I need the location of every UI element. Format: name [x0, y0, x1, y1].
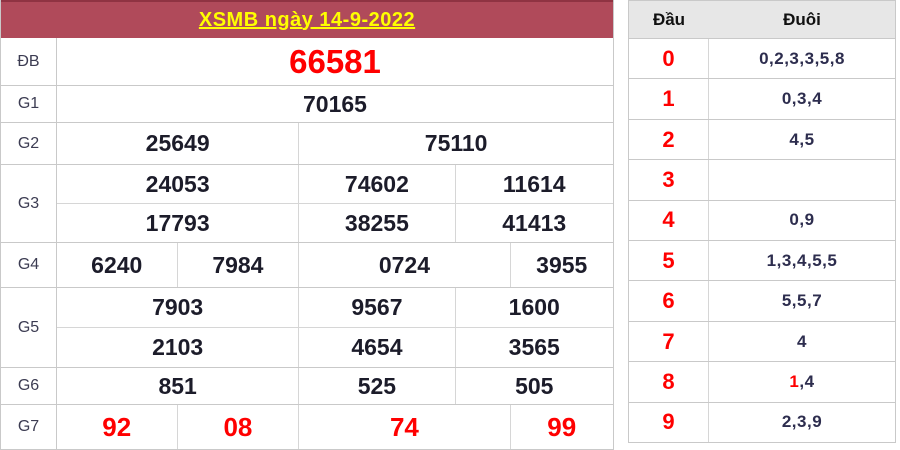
- prize-number: 41413: [454, 204, 613, 242]
- head-tail-row: 2 4,5: [629, 118, 895, 160]
- prize-numbers-area: 92 08 74 99: [57, 405, 613, 449]
- prize-number: 9567: [298, 288, 454, 327]
- prize-label: G2: [1, 123, 57, 164]
- dau-digit: 0: [629, 39, 709, 79]
- dau-column-header: Đầu: [652, 9, 686, 29]
- prize-number: 66581: [289, 42, 381, 80]
- head-tail-row: 4 0,9: [629, 199, 895, 241]
- prize-label: G4: [1, 243, 57, 287]
- duoi-digits: 0,3,4: [781, 89, 823, 109]
- dau-digit: 3: [629, 160, 709, 200]
- prize-number: 74: [298, 405, 509, 449]
- duoi-digits: 1,4: [789, 371, 815, 391]
- prize-numbers-area: 70165: [57, 86, 613, 122]
- prize-number: 70165: [303, 90, 367, 117]
- prize-row-đb: ĐB 66581: [1, 38, 613, 85]
- prize-number: 38255: [298, 204, 454, 242]
- prize-number: 7984: [176, 243, 299, 287]
- prize-number: 4654: [298, 328, 454, 367]
- prize-number: 75110: [298, 123, 613, 164]
- head-tail-row: 8 1,4: [629, 361, 895, 402]
- dau-digit: 7: [629, 321, 709, 362]
- prize-numbers-area: 6240 7984 0724 3955: [57, 243, 613, 287]
- head-tail-table: Đầu Đuôi 0 0,2,3,3,5,8 1 0,3,4 2 4,5 3 4 0,9 5 1,3…: [628, 0, 896, 443]
- duoi-digits: 0,9: [789, 210, 815, 230]
- prize-number: 74602: [298, 165, 454, 203]
- results-title-bar: XSMB ngày 14-9-2022: [1, 0, 613, 38]
- head-tail-row: 3: [629, 159, 895, 200]
- prize-row-g1: G1 70165: [1, 85, 613, 122]
- dau-digit: 1: [629, 79, 709, 119]
- prize-number: 3565: [454, 328, 613, 367]
- dau-digit: 8: [629, 362, 709, 402]
- prize-numbers-area: 851 525 505: [57, 368, 613, 404]
- prize-number: 7903: [152, 294, 204, 320]
- head-tail-row: 9 2,3,9: [629, 401, 895, 443]
- prize-number: 505: [454, 368, 613, 404]
- dau-digit: 4: [629, 200, 709, 241]
- prize-number: 17793: [145, 209, 210, 236]
- prize-row-g6: G6 851 525 505: [1, 367, 613, 404]
- prize-row-g4: G4 6240 7984 0724 3955: [1, 242, 613, 287]
- duoi-column-header: Đuôi: [783, 9, 821, 29]
- prize-number: 6240: [91, 251, 143, 278]
- head-tail-row: 6 5,5,7: [629, 280, 895, 321]
- prize-number: 25649: [145, 130, 210, 156]
- prize-number: 3955: [509, 243, 613, 287]
- prize-number: 24053: [145, 170, 210, 197]
- prize-number: 99: [509, 405, 613, 449]
- duoi-digits: 4,5: [789, 129, 815, 149]
- prize-label: G6: [1, 368, 57, 404]
- dau-digit: 5: [629, 241, 709, 281]
- prize-row-g5: G5 7903 9567 1600 2103 4654 3565: [1, 287, 613, 367]
- prize-number: 525: [298, 368, 454, 404]
- dau-digit: 6: [629, 281, 709, 321]
- head-tail-header-row: Đầu Đuôi: [629, 1, 895, 38]
- prize-row-g3: G3 24053 74602 11614 17793 38255 41413: [1, 164, 613, 242]
- prize-number: 1600: [454, 288, 613, 327]
- dau-digit: 2: [629, 119, 709, 160]
- duoi-digits: 0,2,3,3,5,8: [759, 48, 845, 68]
- prize-row-g2: G2 25649 75110: [1, 122, 613, 164]
- prize-label: G3: [1, 165, 57, 242]
- duoi-digits: 2,3,9: [781, 412, 823, 432]
- head-tail-rows-container: 0 0,2,3,3,5,8 1 0,3,4 2 4,5 3 4 0,9 5 1,3,4,5,5 6 5,…: [629, 38, 895, 443]
- duoi-digits: 1,3,4,5,5: [766, 250, 838, 270]
- prize-label: ĐB: [1, 38, 57, 85]
- prize-number: 92: [102, 411, 132, 442]
- prize-number: 11614: [454, 165, 613, 203]
- prize-numbers-area: 7903 9567 1600 2103 4654 3565: [57, 288, 613, 367]
- prize-label: G5: [1, 288, 57, 367]
- prize-label: G7: [1, 405, 57, 449]
- prize-rows-container: ĐB 66581 G1 70165 G2 25649 75110 G3 24053 74602 11…: [1, 38, 613, 449]
- dau-digit: 9: [629, 402, 709, 443]
- prize-row-g7: G7 92 08 74 99: [1, 404, 613, 449]
- prize-number: 08: [176, 405, 299, 449]
- lottery-results-table: XSMB ngày 14-9-2022 ĐB 66581 G1 70165 G2 2564…: [0, 0, 614, 450]
- duoi-digits: [709, 160, 895, 199]
- prize-number: 2103: [152, 334, 204, 360]
- prize-numbers-area: 24053 74602 11614 17793 38255 41413: [57, 165, 613, 242]
- prize-number: 851: [158, 372, 197, 399]
- duoi-digits: 5,5,7: [781, 291, 823, 311]
- head-tail-row: 1 0,3,4: [629, 78, 895, 119]
- prize-numbers-area: 25649 75110: [57, 123, 613, 164]
- head-tail-row: 5 1,3,4,5,5: [629, 240, 895, 281]
- prize-numbers-area: 66581: [57, 38, 613, 85]
- prize-label: G1: [1, 86, 57, 122]
- duoi-digits: 4: [797, 331, 807, 351]
- head-tail-row: 0 0,2,3,3,5,8: [629, 38, 895, 79]
- prize-number: 0724: [298, 243, 509, 287]
- results-title-link[interactable]: XSMB ngày 14-9-2022: [198, 8, 416, 31]
